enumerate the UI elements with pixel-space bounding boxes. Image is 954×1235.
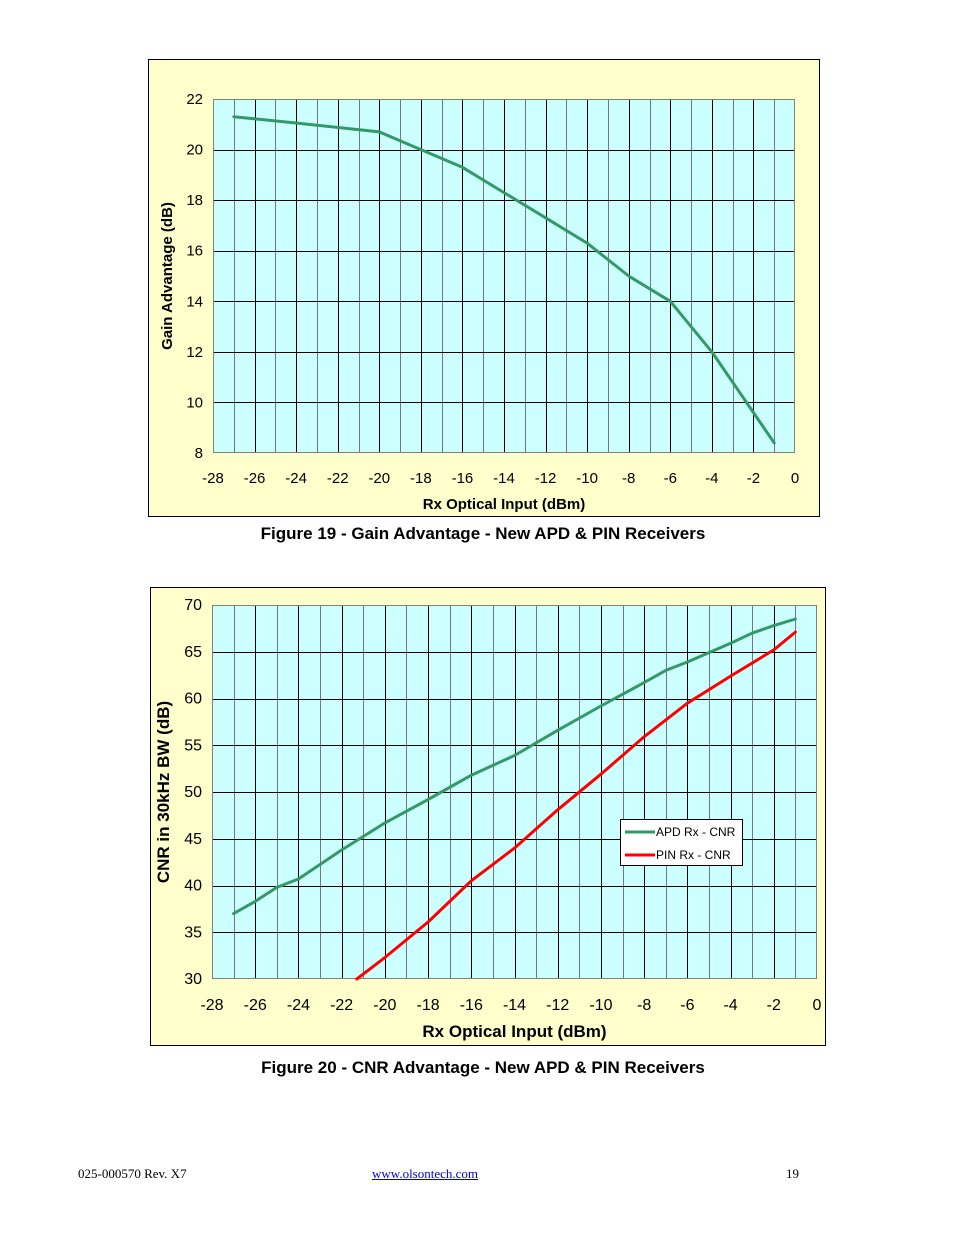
x-tick-label: -6	[680, 997, 694, 1014]
footer-website-link[interactable]: www.olsontech.com	[372, 1166, 479, 1181]
x-tick-label: -28	[202, 470, 224, 487]
x-tick-label: -20	[373, 997, 396, 1014]
y-tick-label: 22	[186, 91, 203, 108]
y-tick-label: 55	[184, 737, 202, 754]
x-axis-label: Rx Optical Input (dBm)	[423, 496, 586, 513]
x-tick-label: -14	[493, 470, 515, 487]
x-tick-label: -14	[503, 997, 526, 1014]
x-tick-label: -10	[576, 470, 598, 487]
x-tick-label: -2	[747, 470, 760, 487]
x-tick-label: -12	[535, 470, 557, 487]
y-tick-label: 50	[184, 784, 202, 801]
x-tick-label: -4	[723, 997, 737, 1014]
y-tick-label: 14	[186, 293, 203, 310]
x-tick-label: -16	[452, 470, 474, 487]
x-tick-label: -10	[589, 997, 612, 1014]
legend: APD Rx - CNR PIN Rx - CNR	[620, 819, 743, 866]
series-line-series-0	[232, 115, 776, 445]
x-tick-label: -18	[410, 470, 432, 487]
x-tick-label: -6	[664, 470, 677, 487]
y-tick-label: 18	[186, 192, 203, 209]
figure-20-caption: Figure 20 - CNR Advantage - New APD & PI…	[261, 1058, 705, 1077]
x-tick-label: -24	[287, 997, 310, 1014]
y-axis-label: Gain Advantage (dB)	[159, 202, 176, 350]
y-tick-label: 35	[184, 924, 202, 941]
x-tick-label: -20	[368, 470, 390, 487]
legend-label: APD Rx - CNR	[656, 825, 736, 839]
y-tick-label: 10	[186, 394, 203, 411]
x-tick-label: -12	[546, 997, 569, 1014]
x-tick-label: -22	[330, 997, 353, 1014]
x-tick-label: -8	[637, 997, 651, 1014]
x-tick-label: -4	[705, 470, 718, 487]
series-line-pin-rx-cnr	[355, 630, 797, 981]
figure-19-caption: Figure 19 - Gain Advantage - New APD & P…	[260, 524, 706, 543]
footer-document-number: 025-000570 Rev. X7	[78, 1166, 187, 1181]
x-tick-label: 0	[791, 470, 799, 487]
y-tick-label: 30	[184, 971, 202, 988]
x-tick-label: -2	[767, 997, 781, 1014]
y-tick-label: 65	[184, 644, 202, 661]
y-tick-label: 70	[184, 597, 202, 614]
series-line-apd-rx-cnr	[232, 617, 797, 916]
x-tick-label: -24	[285, 470, 307, 487]
x-tick-label: -28	[200, 997, 223, 1014]
y-axis-label: CNR in 30kHz BW (dB)	[154, 701, 173, 883]
plot-border	[213, 99, 795, 453]
y-tick-label: 60	[184, 691, 202, 708]
legend-box	[620, 819, 743, 866]
y-tick-label: 20	[186, 142, 203, 159]
y-tick-label: 8	[195, 445, 203, 462]
y-tick-label: 16	[186, 243, 203, 260]
x-tick-label: 0	[813, 997, 822, 1014]
y-tick-label: 40	[184, 878, 202, 895]
x-tick-label: -26	[244, 997, 267, 1014]
x-tick-label: -8	[622, 470, 635, 487]
y-tick-label: 45	[184, 831, 202, 848]
x-tick-label: -26	[244, 470, 266, 487]
x-tick-label: -18	[417, 997, 440, 1014]
footer-page-number: 19	[786, 1166, 799, 1181]
x-tick-label: -16	[460, 997, 483, 1014]
x-tick-label: -22	[327, 470, 349, 487]
plot-border	[212, 605, 817, 979]
legend-label: PIN Rx - CNR	[656, 848, 731, 862]
x-axis-label: Rx Optical Input (dBm)	[422, 1022, 606, 1041]
y-tick-label: 12	[186, 344, 203, 361]
